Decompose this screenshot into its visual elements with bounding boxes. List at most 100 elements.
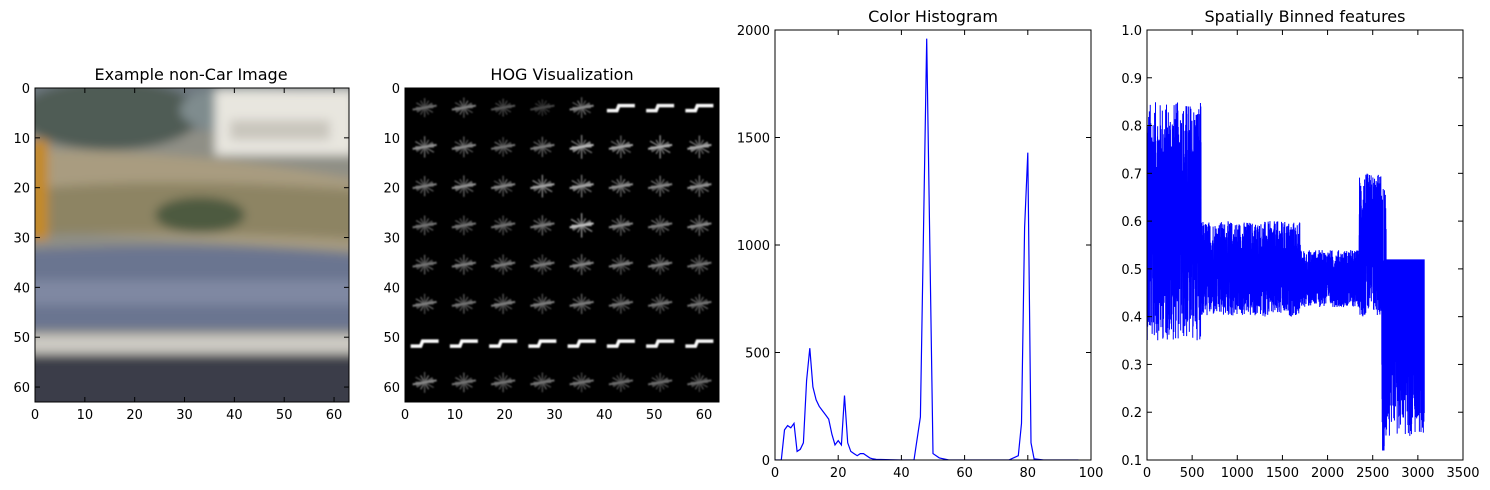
hog-cell bbox=[412, 136, 437, 158]
y-tick-label: 0.7 bbox=[1121, 167, 1142, 182]
y-tick-label: 1000 bbox=[737, 239, 770, 254]
x-tick-label: 20 bbox=[496, 408, 513, 423]
y-tick-label: 2000 bbox=[737, 24, 770, 39]
y-tick-label: 10 bbox=[383, 132, 400, 147]
hog-cell bbox=[569, 254, 594, 276]
x-tick-label: 40 bbox=[226, 408, 243, 423]
x-tick-label: 1000 bbox=[1221, 466, 1254, 481]
hog-cell bbox=[569, 293, 594, 314]
hog-cell bbox=[606, 103, 635, 113]
y-tick-label: 0.5 bbox=[1121, 263, 1142, 278]
x-tick-label: 3500 bbox=[1446, 466, 1479, 481]
y-tick-label: 40 bbox=[383, 281, 400, 296]
hog-cell bbox=[490, 137, 516, 157]
axes-frame bbox=[34, 87, 350, 403]
y-tick-label: 20 bbox=[13, 182, 30, 197]
x-tick-label: 1500 bbox=[1266, 466, 1299, 481]
hog-cell bbox=[528, 339, 557, 348]
hog-cell bbox=[490, 293, 516, 314]
x-tick-label: 3000 bbox=[1401, 466, 1434, 481]
y-tick-label: 10 bbox=[13, 132, 30, 147]
y-tick-label: 20 bbox=[383, 182, 400, 197]
x-tick-label: 30 bbox=[176, 408, 193, 423]
hog-cell bbox=[569, 213, 594, 238]
y-tick-label: 50 bbox=[383, 331, 400, 346]
hog-cell bbox=[687, 135, 712, 159]
hog-cells bbox=[410, 97, 714, 393]
hog-cell bbox=[530, 215, 555, 236]
hog-cell bbox=[687, 214, 712, 236]
y-tick-label: 50 bbox=[13, 331, 30, 346]
hog-cell bbox=[687, 372, 712, 392]
x-tick-label: 0 bbox=[771, 466, 779, 481]
series-line bbox=[775, 38, 1079, 460]
hog-cell bbox=[647, 175, 673, 197]
hog-cell bbox=[451, 372, 477, 393]
hog-cell bbox=[451, 175, 477, 197]
x-tick-label: 40 bbox=[893, 466, 910, 481]
x-tick-label: 60 bbox=[326, 408, 343, 423]
hog-cell bbox=[412, 98, 437, 118]
hog-cell bbox=[687, 294, 712, 314]
hog-cell bbox=[569, 372, 594, 393]
hog-cell bbox=[451, 294, 477, 314]
y-tick-label: 0 bbox=[762, 454, 770, 469]
hog-cell bbox=[606, 339, 635, 348]
subplot-title: HOG Visualization bbox=[490, 65, 633, 84]
hog-cell bbox=[412, 215, 437, 236]
subplot-title: Color Histogram bbox=[868, 7, 998, 26]
axes-frame bbox=[404, 87, 720, 403]
x-tick-label: 2500 bbox=[1356, 466, 1389, 481]
y-tick-label: 0 bbox=[392, 82, 400, 97]
y-tick-label: 1.0 bbox=[1121, 24, 1142, 39]
x-tick-label: 60 bbox=[956, 466, 973, 481]
hog-cell bbox=[490, 215, 516, 236]
hog-cell bbox=[685, 103, 714, 113]
hog-cell bbox=[687, 254, 712, 275]
hog-cell bbox=[412, 176, 437, 197]
hog-cell bbox=[412, 293, 437, 314]
axes-frame bbox=[774, 29, 1092, 461]
y-tick-label: 500 bbox=[745, 347, 770, 362]
x-tick-label: 0 bbox=[31, 408, 39, 423]
hog-background bbox=[405, 88, 719, 402]
series-line bbox=[1147, 102, 1425, 451]
y-tick-label: 0.9 bbox=[1121, 72, 1142, 87]
x-tick-label: 100 bbox=[1079, 466, 1104, 481]
hog-cell bbox=[451, 97, 477, 118]
hog-cell bbox=[489, 339, 518, 348]
y-tick-label: 0.6 bbox=[1121, 215, 1142, 230]
x-tick-label: 20 bbox=[830, 466, 847, 481]
y-tick-label: 60 bbox=[13, 381, 30, 396]
hog-cell bbox=[647, 254, 673, 275]
hog-cell bbox=[410, 339, 439, 348]
hog-cell bbox=[608, 175, 634, 197]
subplot-color-histogram: Color Histogram 0 20 40 60 80 100050010001500… bbox=[737, 7, 1104, 481]
hog-cell bbox=[569, 134, 594, 159]
hog-cell bbox=[530, 372, 555, 393]
hog-cell bbox=[530, 293, 555, 314]
hog-cell bbox=[646, 339, 675, 348]
hog-cell bbox=[412, 371, 437, 393]
subplot-spatial-features: Spatially Binned features 0 500 1000 1500 20… bbox=[1121, 7, 1479, 481]
hog-cell bbox=[647, 215, 673, 236]
y-tick-label: 0.2 bbox=[1121, 406, 1142, 421]
y-tick-label: 0.1 bbox=[1121, 454, 1142, 469]
x-tick-label: 20 bbox=[126, 408, 143, 423]
hog-cell bbox=[451, 136, 477, 158]
subplot-title: Spatially Binned features bbox=[1205, 7, 1406, 26]
hog-cell bbox=[608, 214, 634, 236]
hog-cell bbox=[647, 135, 673, 159]
y-tick-label: 30 bbox=[383, 232, 400, 247]
x-tick-label: 50 bbox=[276, 408, 293, 423]
hog-cell bbox=[530, 136, 555, 157]
hog-cell bbox=[530, 254, 555, 275]
hog-cell bbox=[449, 339, 478, 348]
hog-cell bbox=[412, 254, 437, 275]
y-tick-label: 0.4 bbox=[1121, 311, 1142, 326]
hog-cell bbox=[490, 254, 516, 275]
